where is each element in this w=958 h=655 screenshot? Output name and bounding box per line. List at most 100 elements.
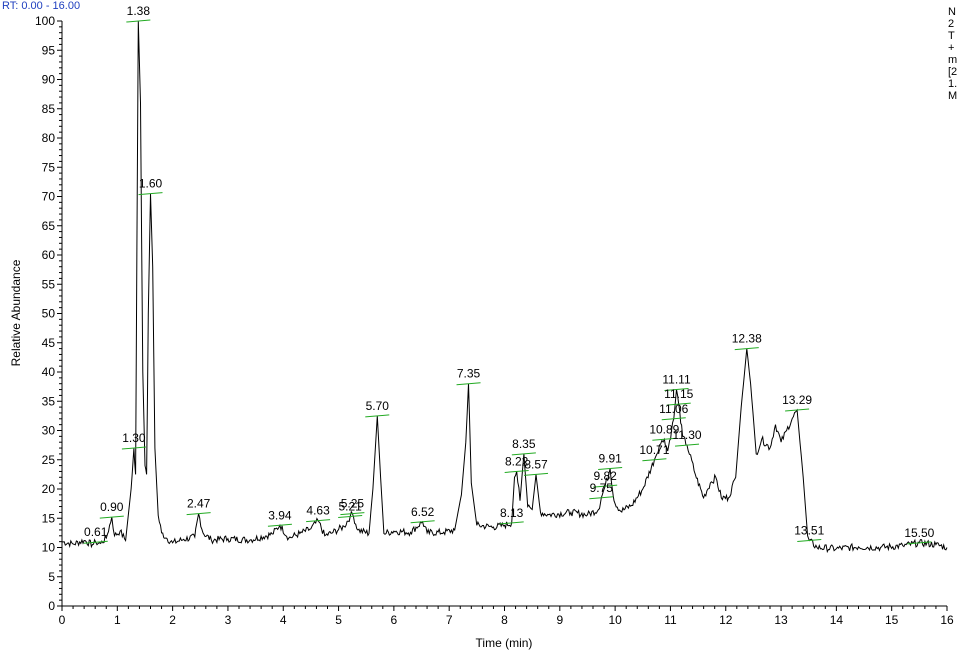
header-line: [2 <box>948 66 957 78</box>
y-tick-label: 80 <box>42 131 56 145</box>
peak-label: 8.35 <box>512 437 536 451</box>
y-tick-label: 0 <box>48 599 55 613</box>
x-tick-label: 10 <box>608 613 622 627</box>
tick-marks: 0 1 2 3 4 5 6 7 8 9 10 11 12 13 14 15 160510152025303540… <box>35 14 954 627</box>
peak-marker <box>186 512 211 516</box>
x-tick-label: 9 <box>556 613 563 627</box>
x-tick-label: 2 <box>169 613 176 627</box>
header-line: m <box>948 54 957 66</box>
peak-label: 1.30 <box>122 431 146 445</box>
x-tick-label: 11 <box>664 613 677 627</box>
peak-marker <box>138 192 163 196</box>
y-tick-label: 50 <box>42 307 56 321</box>
peak-labels: 0.61 0.90 1.30 1.38 1.60 2.47 3.94 4.63 5.215.25… <box>84 4 935 540</box>
peak-marker <box>504 469 529 473</box>
x-tick-label: 5 <box>335 613 342 627</box>
y-tick-label: 100 <box>35 14 55 28</box>
x-tick-label: 3 <box>225 613 232 627</box>
peak-label: 1.60 <box>139 177 163 191</box>
peak-label: 11.06 <box>659 402 688 416</box>
peak-marker <box>99 515 124 519</box>
chromatogram-trace <box>61 20 948 554</box>
peak-label: 8.22 <box>505 454 529 468</box>
peak-marker <box>83 540 108 544</box>
peak-label: 0.61 <box>84 525 108 539</box>
x-tick-label: 0 <box>59 613 66 627</box>
peak-marker <box>674 443 700 447</box>
header-line: N <box>948 6 956 18</box>
peak-label: 11.11 <box>662 373 691 387</box>
peak-marker <box>267 523 292 527</box>
peak-marker <box>340 512 365 516</box>
peak-label: 12.38 <box>732 332 762 346</box>
y-tick-label: 60 <box>42 248 56 262</box>
x-tick-label: 8 <box>501 613 508 627</box>
y-axis-title: Relative Abundance <box>9 259 23 366</box>
peak-marker <box>589 496 614 500</box>
peak-label: 13.51 <box>794 523 824 537</box>
peak-label: 0.90 <box>100 500 124 514</box>
peak-marker <box>499 521 524 525</box>
peak-label: 15.50 <box>904 526 934 540</box>
header-line: 2 <box>948 18 954 30</box>
header-line: M <box>948 90 957 102</box>
x-tick-label: 15 <box>885 613 899 627</box>
peak-label: 3.94 <box>268 508 292 522</box>
y-tick-label: 45 <box>42 336 56 350</box>
x-tick-label: 4 <box>280 613 287 627</box>
x-axis-title: Time (min) <box>476 636 533 650</box>
peak-marker <box>306 519 331 523</box>
header-line: + <box>948 42 954 54</box>
y-tick-label: 40 <box>42 365 56 379</box>
y-tick-label: 30 <box>42 424 56 438</box>
peak-marker <box>666 402 691 406</box>
x-tick-label: 1 <box>114 613 121 627</box>
peak-marker <box>785 408 810 412</box>
peak-marker <box>661 417 686 421</box>
peak-marker <box>121 446 146 450</box>
peak-marker <box>410 520 435 524</box>
peak-label: 8.13 <box>500 506 524 520</box>
peak-label: 9.75 <box>590 481 614 495</box>
header-line: 1. <box>948 78 957 90</box>
y-tick-label: 15 <box>42 511 56 525</box>
y-tick-label: 65 <box>42 219 56 233</box>
peak-label: 2.47 <box>187 497 211 511</box>
header-info: N2T+m[21.M <box>948 6 957 102</box>
x-tick-label: 7 <box>446 613 453 627</box>
y-tick-label: 70 <box>42 190 56 204</box>
rt-range-label: RT: 0.00 - 16.00 <box>2 0 80 12</box>
trace-group <box>61 20 948 554</box>
peak-marker <box>511 452 536 456</box>
y-tick-label: 5 <box>48 570 55 584</box>
x-tick-label: 14 <box>830 613 844 627</box>
y-tick-label: 20 <box>42 482 56 496</box>
peak-marker <box>598 467 623 471</box>
peak-label: 9.82 <box>593 469 617 483</box>
peak-label: 5.70 <box>366 399 390 413</box>
x-tick-label: 12 <box>719 613 733 627</box>
peak-marker <box>523 472 549 476</box>
x-tick-label: 6 <box>391 613 398 627</box>
peak-label: 10.89 <box>649 422 679 436</box>
peak-label: 11.15 <box>664 387 693 401</box>
peak-label: 8.57 <box>524 457 548 471</box>
peak-marker <box>797 538 822 542</box>
peak-marker <box>652 437 677 441</box>
header-line: T <box>948 30 955 42</box>
peak-marker <box>664 388 689 392</box>
peak-markers <box>83 19 932 545</box>
x-tick-label: 16 <box>940 613 954 627</box>
peak-marker <box>338 514 363 518</box>
peak-label: 5.25 <box>341 497 365 511</box>
y-tick-label: 85 <box>42 102 56 116</box>
peak-label: 13.29 <box>782 393 812 407</box>
y-tick-label: 55 <box>42 277 56 291</box>
x-tick-label: 13 <box>774 613 788 627</box>
y-tick-label: 90 <box>42 73 56 87</box>
peak-label: 11.30 <box>672 428 701 442</box>
peak-label: 10.71 <box>639 443 669 457</box>
peak-marker <box>642 458 667 462</box>
peak-marker <box>907 541 932 545</box>
